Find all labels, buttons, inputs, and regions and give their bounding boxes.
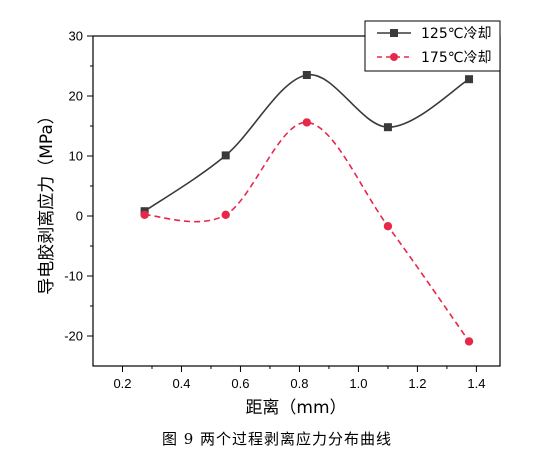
x-axis-title: 距离（mm） [245,398,346,418]
y-axis-title: 导电胶剥离应力（MPa） [37,107,57,295]
x-tick-label: 1.2 [408,376,426,391]
series-line-0 [144,74,470,212]
x-tick-label: 0.2 [113,376,131,391]
data-point-series-0 [383,123,392,132]
series-markers [140,71,474,346]
data-point-series-1 [302,118,312,127]
y-tick-label: -20 [64,329,83,344]
data-point-series-0 [302,71,311,79]
y-tick-label: 10 [69,149,83,164]
legend: 125℃冷却 175℃冷却 [364,20,501,72]
y-tick-label: 30 [69,29,83,44]
plot-frame [92,35,501,367]
y-tick-label: -10 [64,269,83,284]
series-lines [144,74,470,342]
series-line-1 [144,121,470,342]
data-point-series-1 [383,222,393,231]
data-point-series-1 [140,210,149,219]
legend-marker-175 [390,53,398,61]
x-tick-label: 1.0 [349,376,367,391]
data-point-series-0 [221,151,230,160]
y-tick-label: 0 [76,209,83,224]
legend-box [364,20,501,72]
x-tick-label: 0.8 [290,376,308,391]
x-tick-label: 1.4 [467,376,485,391]
axis-ticks: 0.2 0.4 0.6 0.8 1.0 1.2 1.4 30 20 10 0 -10 -20 [64,29,485,392]
y-tick-label: 20 [69,89,83,104]
legend-label-175: 175℃冷却 [421,50,491,66]
figure-caption: 图 9 两个过程剥离应力分布曲线 [161,430,393,448]
legend-label-125: 125℃冷却 [421,26,491,42]
x-tick-label: 0.6 [231,376,249,391]
data-point-series-1 [221,210,230,219]
legend-marker-125 [390,29,398,37]
x-tick-label: 0.4 [172,376,190,391]
data-point-series-1 [464,337,474,346]
data-point-series-0 [465,75,474,84]
